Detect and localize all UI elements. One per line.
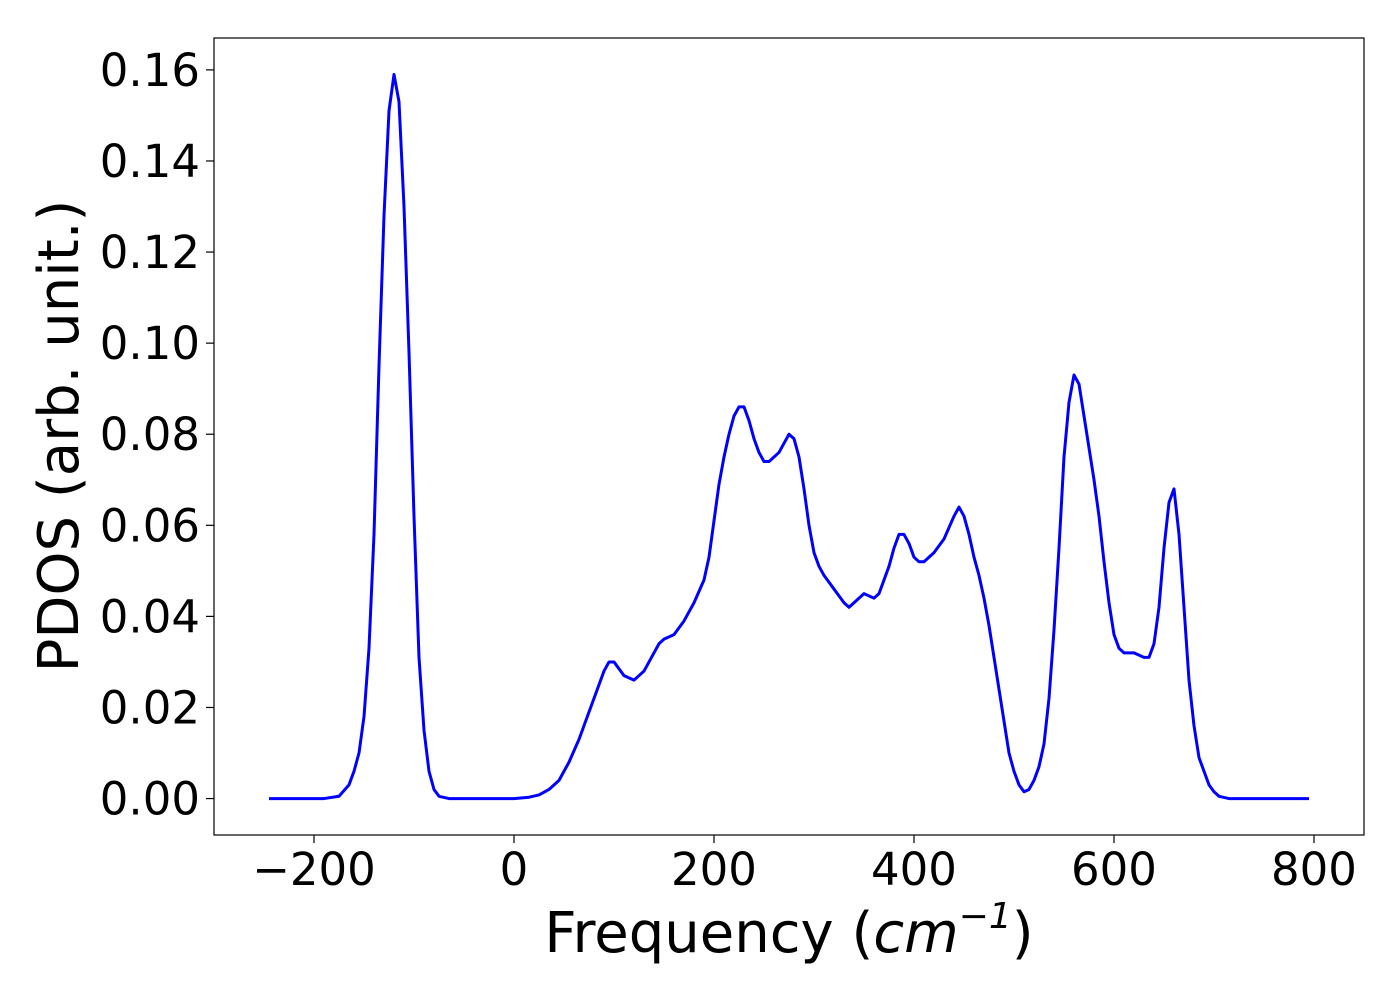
x-tick-label-5: 800 — [1271, 843, 1357, 896]
y-tick-label-0: 0.00 — [100, 773, 200, 826]
x-axis-unit-exponent: −1 — [959, 896, 1012, 937]
y-axis: 0.00 0.02 0.04 0.06 0.08 0.10 0.12 0.14 0.16 — [100, 44, 214, 826]
x-axis-unit-base: cm — [873, 901, 958, 966]
plot-frame — [213, 37, 1365, 836]
x-axis-unit-close: ) — [1012, 901, 1034, 966]
x-axis-unit-open: ( — [834, 901, 874, 966]
y-tick-label-7: 0.14 — [100, 135, 200, 188]
x-axis-label: Frequency (cm−1) — [544, 896, 1033, 966]
y-tick-label-4: 0.08 — [100, 408, 200, 461]
x-tick-label-4: 600 — [1071, 843, 1157, 896]
y-tick-label-8: 0.16 — [100, 44, 200, 97]
y-axis-label: PDOS (arb. unit.) — [27, 200, 92, 673]
y-tick-label-1: 0.02 — [100, 681, 200, 734]
x-tick-label-2: 200 — [671, 843, 757, 896]
y-tick-label-5: 0.10 — [100, 317, 200, 370]
y-tick-label-6: 0.12 — [100, 226, 200, 279]
y-tick-label-2: 0.04 — [100, 590, 200, 643]
x-tick-label-0: −200 — [252, 843, 376, 896]
y-tick-label-3: 0.06 — [100, 499, 200, 552]
x-tick-label-3: 400 — [871, 843, 957, 896]
x-axis-label-text: Frequency — [544, 901, 833, 966]
plot-line-layer — [269, 72, 1309, 801]
x-tick-label-1: 0 — [500, 843, 529, 896]
pdos-series-line-0 — [269, 72, 1309, 801]
x-axis: −200 0 200 400 600 800 — [252, 835, 1357, 896]
